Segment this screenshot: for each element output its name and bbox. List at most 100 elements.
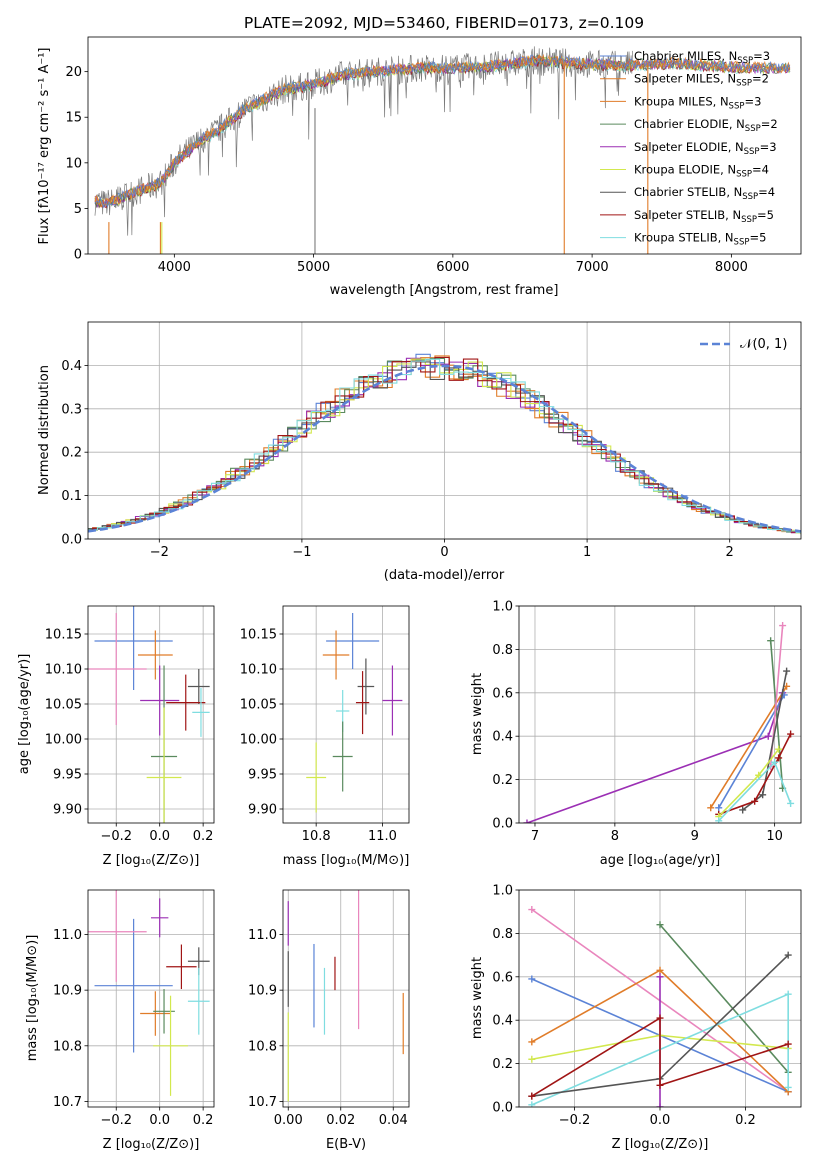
mass-vs-metallicity-panel: −0.2 0.0 0.2 10.7 10.8 10.9 11.0 Z [log₁₀(Z/Z⊙)… [25, 889, 215, 1152]
axes-frame [282, 889, 410, 1108]
chart-title: PLATE=2092, MJD=53460, FIBERID=0173, z=0… [244, 14, 644, 32]
legend-nssp-value: =2 [752, 72, 769, 86]
y-tick-label: 10.9 [53, 984, 82, 999]
legend-label: Kroupa MILES, NSSP=3 [634, 94, 761, 111]
x-tick-label: −0.2 [559, 1113, 591, 1128]
y-tick-label: 0.4 [492, 730, 513, 745]
y-axis-label: mass [log₁₀(M/M⊙)] [25, 935, 40, 1062]
legend-nssp-value: =4 [758, 185, 775, 199]
x-tick-label: 0.02 [326, 1113, 355, 1128]
y-tick-label: 5 [74, 202, 82, 217]
y-tick-label: 1.0 [492, 600, 513, 615]
normal-distribution-curve [88, 364, 801, 533]
y-tick-label: 9.90 [248, 803, 277, 818]
x-axis-label: Z [log₁₀(Z/Z⊙)] [103, 853, 200, 868]
plot-area [88, 353, 801, 535]
axes-frame [87, 889, 215, 1108]
legend-subscript: SSP [729, 101, 745, 111]
y-tick-label: 20 [65, 65, 82, 80]
data-point-marker [771, 758, 779, 766]
plot-area [88, 890, 210, 1096]
legend-series-name: Salpeter ELODIE, N [634, 140, 744, 154]
x-tick-label: 5000 [297, 260, 330, 275]
x-axis-label: mass [log₁₀(M/M⊙)] [283, 853, 410, 868]
y-tick-label: 10.15 [45, 628, 82, 643]
plot-area [94, 46, 791, 254]
x-tick-label: 10.8 [302, 829, 331, 844]
x-tick-label: 0.0 [149, 1113, 170, 1128]
y-tick-label: 10.05 [45, 698, 82, 713]
data-point-marker [784, 1040, 792, 1048]
data-point-marker [715, 804, 723, 812]
legend-nssp-value: =2 [761, 117, 778, 131]
data-point-marker [784, 1083, 792, 1091]
legend-subscript: SSP [745, 124, 761, 134]
plot-area [523, 622, 795, 823]
legend-subscript: SSP [744, 147, 760, 157]
y-tick-label: 0.0 [492, 817, 513, 832]
mass-weight-vs-age-panel: 7 8 9 10 0.0 0.2 0.4 0.6 0.8 1.0 age [log₁₀(age/yr… [470, 600, 802, 868]
x-tick-label: 0.0 [650, 1113, 671, 1128]
axes-frame [87, 36, 802, 255]
legend-subscript: SSP [734, 238, 750, 248]
x-axis-label: E(B-V) [326, 1137, 366, 1152]
legend-label: Kroupa ELODIE, NSSP=4 [634, 163, 769, 180]
legend-series-name: Chabrier MILES, N [634, 49, 737, 63]
legend-subscript: SSP [736, 79, 752, 89]
y-tick-label: 0.1 [61, 489, 82, 504]
legend-nssp-value: =5 [749, 231, 766, 245]
x-tick-label: 1 [583, 545, 591, 560]
x-tick-label: 0.2 [193, 829, 214, 844]
x-tick-label: −0.2 [100, 829, 132, 844]
y-tick-label: 1.0 [492, 884, 513, 899]
y-tick-label: 10.15 [240, 628, 277, 643]
data-point-marker [656, 973, 664, 981]
series-line [718, 760, 792, 822]
legend-label: Salpeter MILES, NSSP=2 [634, 72, 769, 89]
data-point-marker [528, 906, 536, 914]
x-tick-label: 7 [531, 829, 539, 844]
data-point-marker [787, 730, 795, 738]
data-point-marker [759, 791, 767, 799]
x-tick-label: 11.0 [368, 829, 397, 844]
y-tick-label: 0.4 [492, 1014, 513, 1029]
y-tick-label: 9.95 [248, 768, 277, 783]
data-point-marker [755, 771, 763, 779]
legend-label: Salpeter STELIB, NSSP=5 [634, 208, 774, 225]
data-point-marker [528, 1101, 536, 1107]
series-line [718, 694, 785, 809]
legend-series-name: Kroupa STELIB, N [634, 231, 734, 245]
data-point-marker [783, 667, 791, 675]
x-tick-label: 8 [611, 829, 619, 844]
data-point-marker [715, 817, 723, 823]
legend-label: Salpeter ELODIE, NSSP=3 [634, 140, 777, 157]
x-tick-label: 8000 [715, 260, 748, 275]
data-point-marker [528, 1038, 536, 1046]
age-vs-mass-panel: 10.8 11.0 9.90 9.95 10.00 10.05 10.10 10.15 mass… [240, 605, 410, 868]
x-axis-label: wavelength [Angstrom, rest frame] [330, 283, 559, 298]
y-tick-label: 10.8 [248, 1039, 277, 1054]
y-tick-label: 11.0 [53, 928, 82, 943]
y-tick-label: 10.00 [240, 733, 277, 748]
y-tick-label: 10.7 [53, 1095, 82, 1110]
data-point-marker [775, 754, 783, 762]
x-tick-label: 2 [726, 545, 734, 560]
data-point-marker [775, 745, 783, 753]
plot-area [88, 606, 210, 823]
y-tick-label: 9.90 [53, 803, 82, 818]
x-axis-label: Z [log₁₀(Z/Z⊙)] [103, 1137, 200, 1152]
legend-series-name: Salpeter STELIB, N [634, 208, 741, 222]
x-tick-label: 0 [440, 545, 448, 560]
plot-area [528, 906, 792, 1107]
y-tick-label: 10.8 [53, 1039, 82, 1054]
y-tick-label: 9.95 [53, 768, 82, 783]
axes-frame [87, 605, 215, 824]
y-tick-label: 11.0 [248, 928, 277, 943]
data-point-marker [656, 1014, 664, 1022]
data-point-marker [784, 990, 792, 998]
legend-nssp-value: =5 [757, 208, 774, 222]
y-tick-label: 0.8 [492, 643, 513, 658]
y-tick-label: 10.10 [240, 663, 277, 678]
x-tick-label: 9 [691, 829, 699, 844]
legend-series-name: Chabrier STELIB, N [634, 185, 742, 199]
